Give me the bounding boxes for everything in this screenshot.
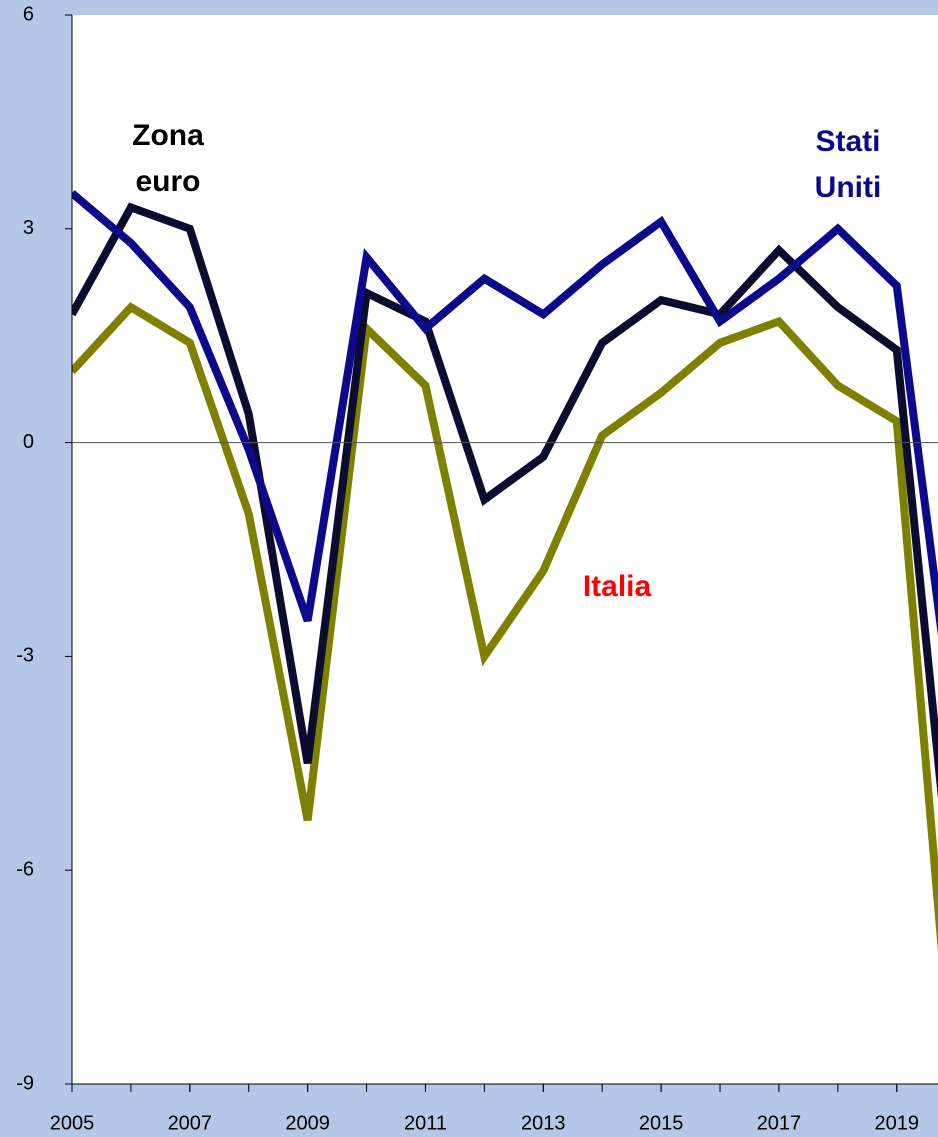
y-tick-label: -3 xyxy=(16,645,34,667)
annotation-line: Zona xyxy=(132,119,204,152)
y-tick-label: 3 xyxy=(23,217,34,239)
plot-area xyxy=(72,15,938,1084)
series-line xyxy=(72,190,938,637)
series-line xyxy=(72,302,938,953)
annotation-line: Italia xyxy=(583,570,652,603)
x-tick-label: 2009 xyxy=(285,1112,330,1134)
annotation-line: Uniti xyxy=(815,171,882,204)
y-tick-label: -6 xyxy=(16,858,34,880)
x-tick-label: 2019 xyxy=(875,1112,920,1134)
plot xyxy=(72,190,938,953)
series-annotation: Stati Uniti xyxy=(815,125,882,204)
x-tick-label: 2005 xyxy=(50,1112,95,1134)
y-tick-label: 6 xyxy=(23,3,34,25)
y-tick-label: 0 xyxy=(23,431,34,453)
x-tick-label: 2013 xyxy=(521,1112,566,1134)
annotation-line: Stati xyxy=(815,125,880,158)
series-annotation: Zona euro xyxy=(132,119,204,198)
series-line xyxy=(72,202,938,799)
y-tick-label: -9 xyxy=(16,1072,34,1094)
annotation-line: euro xyxy=(135,165,200,198)
series-annotation: Italia xyxy=(583,570,652,603)
x-tick-label: 2007 xyxy=(168,1112,213,1134)
x-tick-label: 2017 xyxy=(757,1112,802,1134)
x-tick-label: 2011 xyxy=(404,1112,447,1134)
x-tick-label: 2015 xyxy=(639,1112,684,1134)
